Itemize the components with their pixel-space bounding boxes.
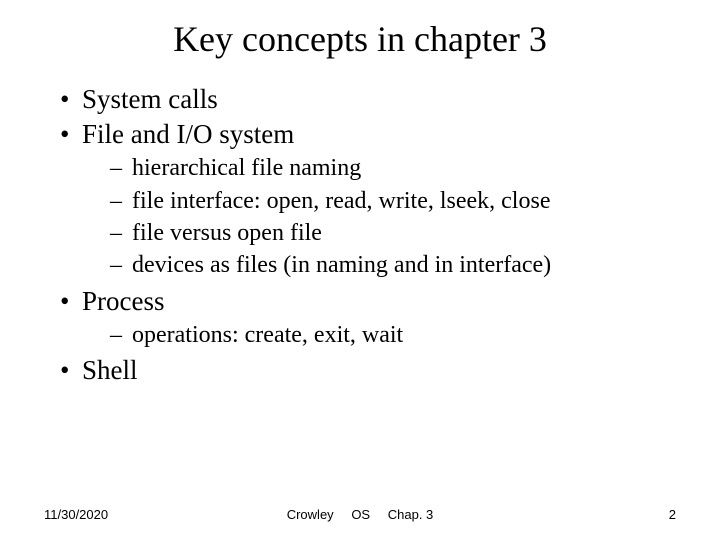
subbullet-process-ops: operations: create, exit, wait (60, 319, 672, 351)
subbullet-devices-as-files: devices as files (in naming and in inter… (60, 249, 672, 281)
bullet-process: Process (60, 284, 672, 319)
subbullet-file-interface: file interface: open, read, write, lseek… (60, 185, 672, 217)
footer-course: OS (351, 507, 370, 522)
slide: Key concepts in chapter 3 System calls F… (0, 0, 720, 540)
subbullet-hierarchical: hierarchical file naming (60, 152, 672, 184)
bullet-system-calls: System calls (60, 82, 672, 117)
slide-content: System calls File and I/O system hierarc… (48, 82, 672, 388)
footer-page-number: 2 (669, 507, 676, 522)
bullet-file-io: File and I/O system (60, 117, 672, 152)
footer-center: Crowley OS Chap. 3 (0, 507, 720, 522)
slide-title: Key concepts in chapter 3 (48, 18, 672, 60)
subbullet-file-vs-open: file versus open file (60, 217, 672, 249)
footer-chapter: Chap. 3 (388, 507, 434, 522)
footer-author: Crowley (287, 507, 334, 522)
bullet-shell: Shell (60, 353, 672, 388)
